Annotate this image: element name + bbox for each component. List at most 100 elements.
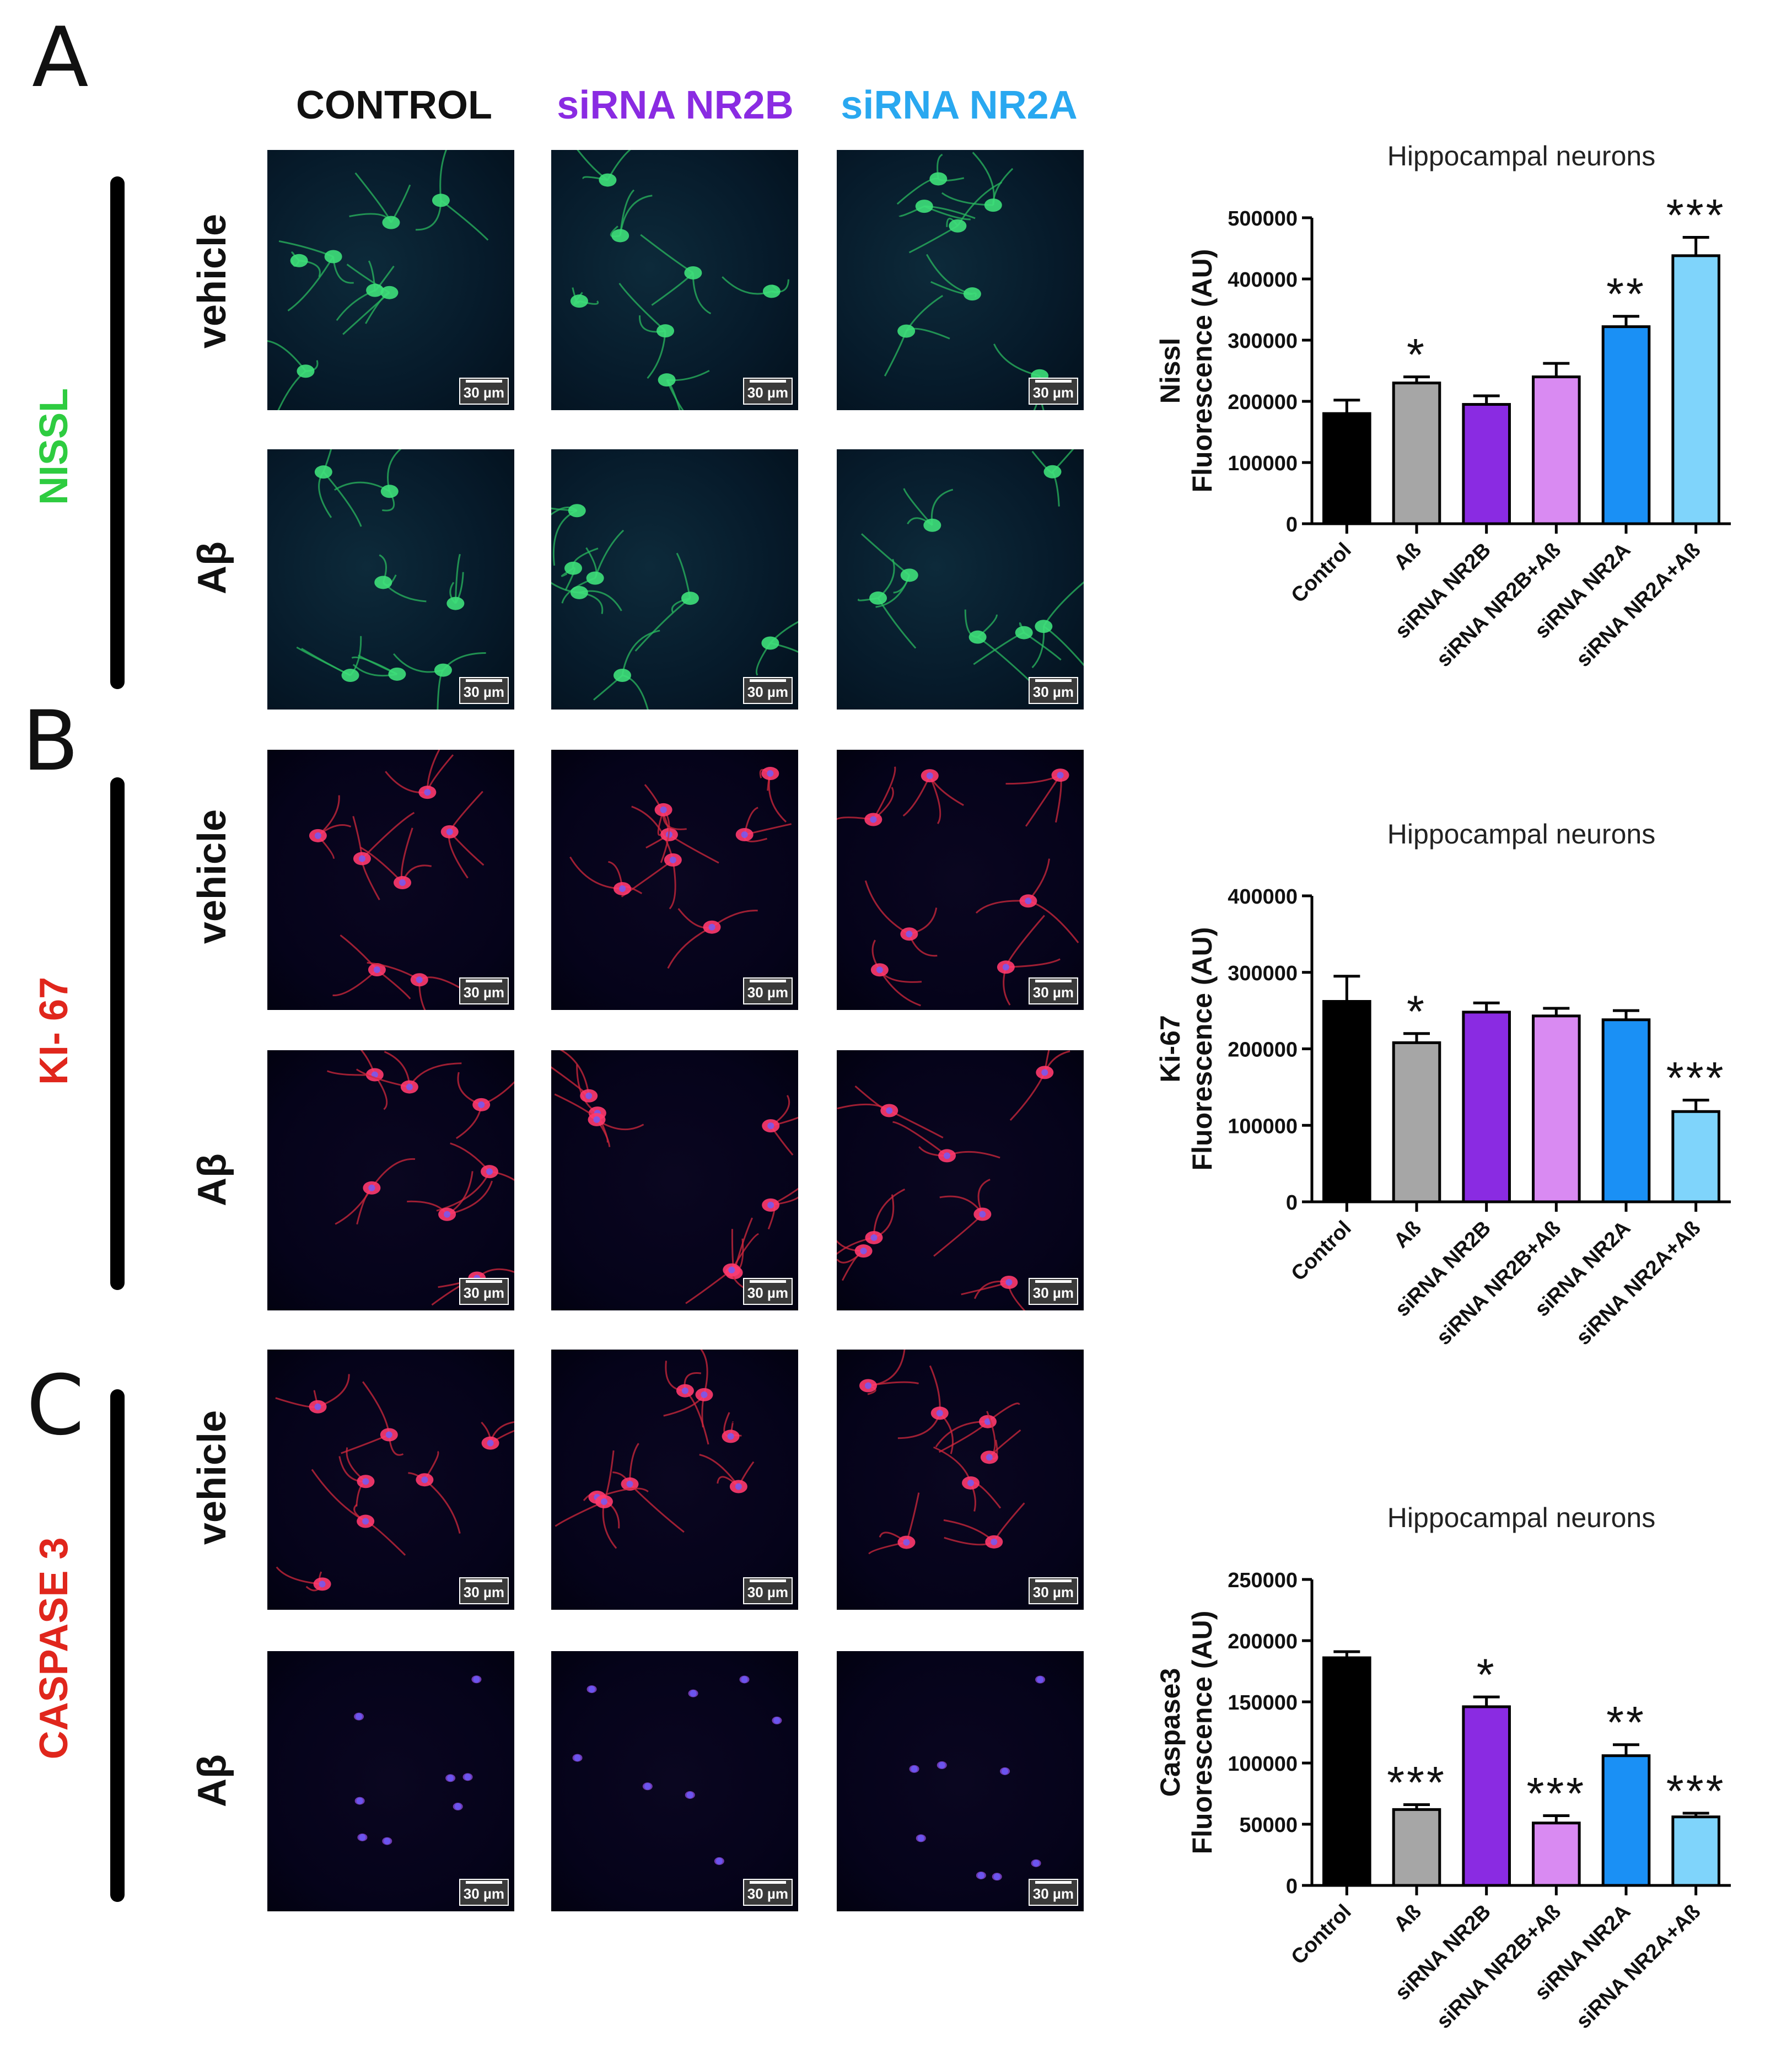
nucleus — [644, 1783, 651, 1790]
bar — [1671, 1815, 1720, 1887]
nucleus — [487, 1439, 494, 1447]
y-tick-label: 200000 — [1228, 391, 1298, 414]
bar — [1392, 381, 1441, 525]
scale-bar: 30 µm — [459, 1577, 509, 1604]
significance-marker: * — [1477, 1650, 1497, 1700]
panel-letter-b: B — [22, 694, 79, 789]
cell-body — [658, 373, 676, 387]
cell-body — [900, 568, 918, 582]
cell-body — [599, 173, 617, 187]
y-tick-label: 400000 — [1228, 268, 1298, 292]
neurite — [889, 1110, 944, 1139]
nucleus — [681, 1387, 688, 1394]
y-tick-label: 0 — [1286, 513, 1298, 536]
neurite — [676, 552, 691, 599]
nucleus — [454, 1803, 461, 1810]
y-axis-label: NisslFluorescence (AU) — [1155, 249, 1218, 493]
cell-body — [586, 571, 604, 585]
nucleus — [979, 1211, 986, 1218]
neurite — [365, 1520, 406, 1556]
nucleus — [870, 1234, 878, 1241]
neurite — [993, 1502, 1025, 1543]
neurite — [1027, 858, 1051, 902]
neurite — [873, 766, 896, 820]
neurite — [301, 648, 351, 676]
cell-body — [290, 254, 308, 267]
bar — [1601, 325, 1651, 525]
scale-bar: 30 µm — [1028, 677, 1078, 704]
nucleus — [1025, 898, 1032, 905]
nucleus — [660, 806, 667, 813]
nucleus — [727, 1433, 734, 1440]
row-label-vehicle-c: vehicle — [190, 1410, 234, 1545]
nucleus — [773, 1717, 781, 1724]
cell-body — [568, 504, 586, 518]
nucleus — [911, 1765, 918, 1772]
nucleus — [478, 1101, 485, 1108]
cell-body — [341, 669, 359, 682]
nucleus — [464, 1774, 471, 1781]
bar — [1671, 254, 1720, 525]
neurite — [1005, 915, 1045, 968]
nucleus — [767, 1122, 774, 1130]
cell-body — [380, 286, 399, 299]
bar-chart-ki67: Hippocampal neurons Ki-67Fluorescence (AU… — [1155, 819, 1731, 1350]
nucleus — [1032, 1860, 1040, 1867]
y-tick-label: 200000 — [1228, 1630, 1298, 1653]
neurite — [449, 791, 483, 832]
scale-bar: 30 µm — [742, 378, 793, 405]
neurite — [454, 553, 461, 604]
microscopy-image: 30 µm — [837, 1651, 1084, 1911]
y-axis-label: Caspase3Fluorescence (AU) — [1155, 1611, 1218, 1855]
cell-body — [611, 229, 629, 243]
microscopy-image: 30 µm — [551, 1651, 798, 1911]
y-axis-label: Ki-67Fluorescence (AU) — [1155, 927, 1218, 1171]
neurite — [957, 181, 1003, 227]
neurite — [621, 630, 660, 676]
cell-body — [929, 172, 948, 186]
microscopy-image: 30 µm — [837, 1350, 1084, 1610]
nucleus — [473, 1676, 480, 1683]
y-tick-label: 100000 — [1228, 452, 1298, 475]
neurite — [906, 1492, 920, 1543]
nucleus — [588, 1686, 595, 1693]
neurite — [594, 529, 625, 579]
microscopy-image: 30 µm — [267, 150, 514, 410]
neurite — [340, 934, 378, 971]
cell-body — [915, 200, 933, 213]
cell-body — [380, 485, 399, 498]
neurite — [439, 150, 448, 201]
microscopy-image: 30 µm — [267, 449, 514, 710]
y-axis-label-line: Nissl — [1155, 338, 1186, 404]
x-tick-label: Aß — [1390, 1900, 1426, 1937]
significance-marker: ** — [1606, 1698, 1646, 1748]
nucleus — [886, 1107, 893, 1114]
nucleus — [619, 885, 626, 892]
neurite — [993, 343, 1040, 377]
nucleus — [977, 1872, 984, 1879]
x-tick-label: Control — [1287, 1900, 1355, 1969]
bar-chart-caspase3: Hippocampal neurons Caspase3Fluorescence … — [1155, 1502, 1731, 2033]
nucleus — [1002, 1767, 1009, 1775]
nucleus — [728, 1266, 735, 1273]
neurite — [666, 379, 684, 410]
microscopy-image: 30 µm — [267, 750, 514, 1010]
nucleus — [574, 1754, 581, 1761]
nucleus — [626, 1480, 633, 1487]
chart-title: Hippocampal neurons — [1387, 141, 1655, 171]
bar — [1322, 1656, 1371, 1887]
significance-marker: * — [1407, 330, 1427, 380]
y-tick-label: 400000 — [1228, 885, 1298, 909]
nucleus — [314, 1403, 321, 1410]
bar — [1462, 403, 1511, 525]
neurite — [768, 773, 787, 823]
significance-marker: * — [1407, 987, 1427, 1037]
cell-body — [1043, 465, 1062, 479]
neurite — [569, 856, 623, 890]
neurite — [1043, 625, 1084, 667]
bar — [1601, 1754, 1651, 1887]
cell-body — [762, 284, 781, 298]
neurite — [440, 200, 489, 241]
stain-label-ki67: KI- 67 — [32, 976, 76, 1085]
row-label-vehicle-b: vehicle — [190, 809, 234, 944]
